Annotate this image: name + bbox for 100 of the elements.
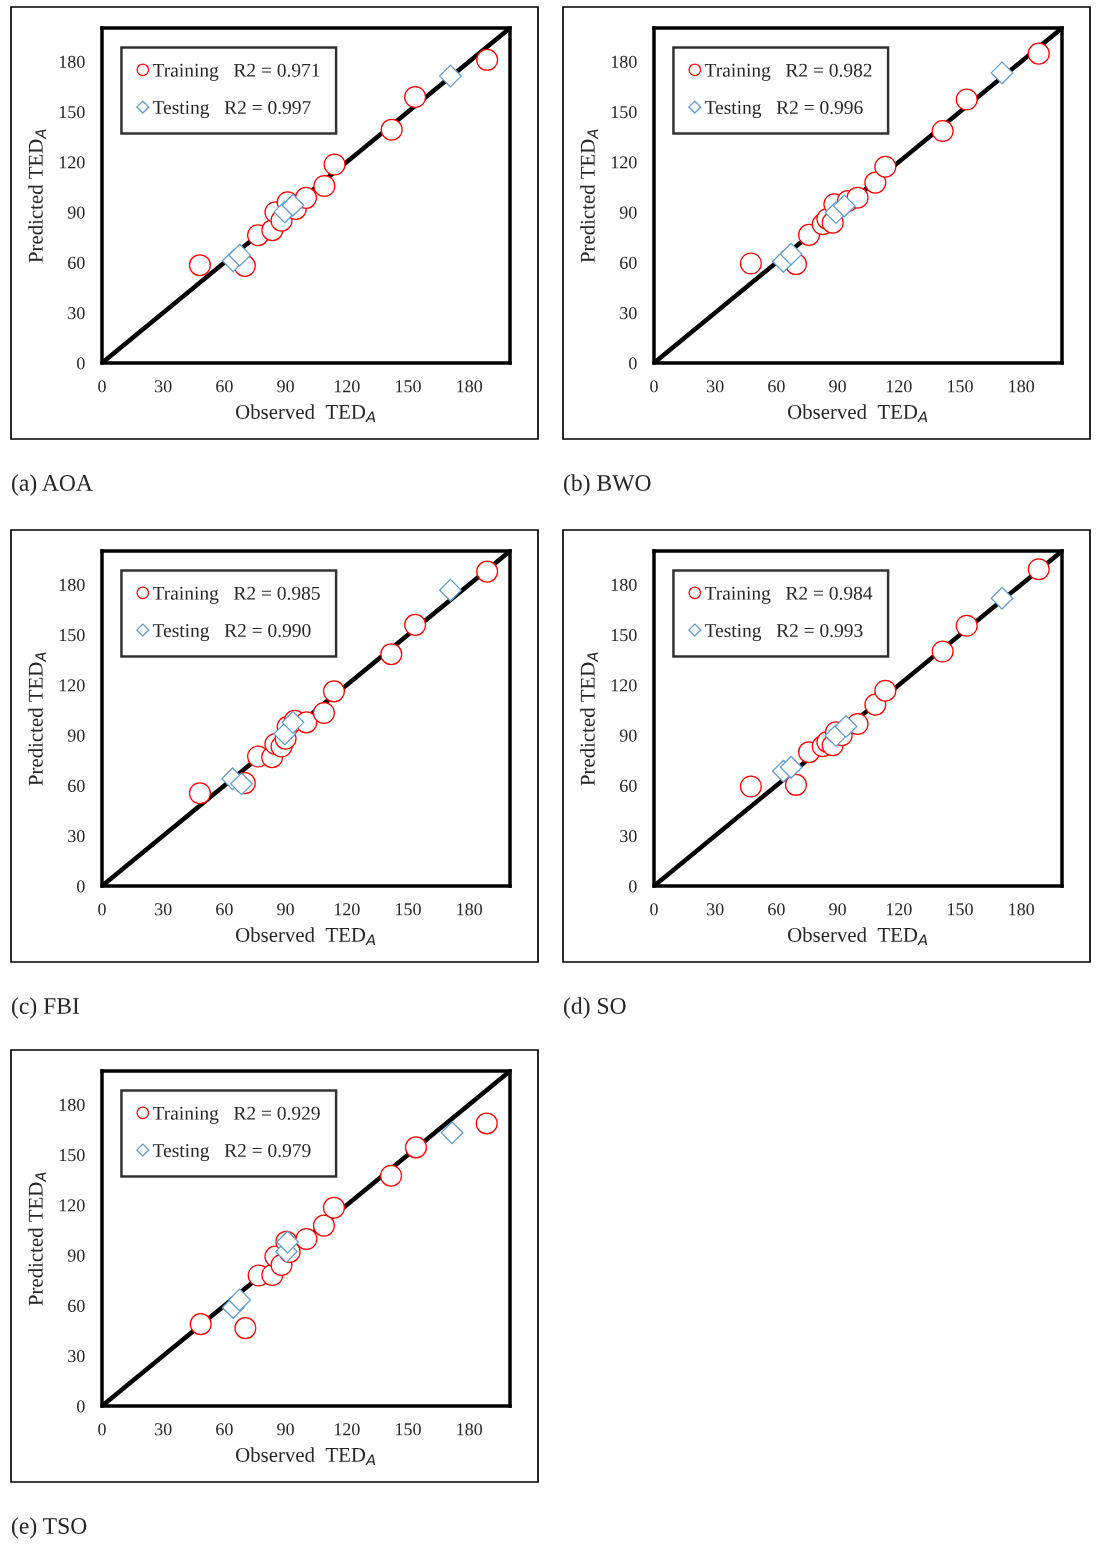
point — [832, 194, 856, 218]
y-tick-label: 30 — [620, 830, 637, 843]
x-tick-label: 150 — [948, 380, 973, 393]
y-tick-label: 90 — [619, 206, 637, 219]
point — [322, 680, 345, 703]
text: (b) BWO — [564, 474, 651, 496]
point — [1027, 558, 1050, 581]
y-tick-label: 150 — [611, 629, 637, 642]
point — [955, 614, 978, 637]
legend-label: Training R2 = 0.971 — [152, 63, 320, 81]
x-tick-label: 90 — [829, 380, 846, 393]
y-tick-label: 90 — [67, 729, 85, 742]
point — [440, 1121, 464, 1145]
point — [476, 48, 499, 71]
x-tick-label: 0 — [650, 380, 658, 393]
text: (c) FBI — [12, 997, 80, 1019]
legend-label: Testing R2 = 0.996 — [704, 100, 863, 119]
point — [739, 775, 762, 798]
x-tick-label: 30 — [707, 903, 724, 916]
y-tick-label: 60 — [620, 256, 637, 269]
point — [874, 679, 897, 702]
x-tick-label: 0 — [650, 903, 658, 916]
text: (d) SO — [564, 997, 626, 1019]
y-tick-label: 150 — [59, 1149, 85, 1162]
point — [476, 560, 499, 583]
point — [990, 61, 1014, 85]
x-axis-title: Observed TED$_{A}$ — [236, 1447, 376, 1466]
y-tick-label: 180 — [611, 55, 637, 68]
point — [404, 613, 427, 636]
x-axis-title: Observed TED$_{A}$ — [788, 927, 928, 946]
x-tick-label: 0 — [98, 903, 106, 916]
point — [404, 85, 427, 109]
point — [931, 119, 954, 143]
y-tick-label: 180 — [59, 578, 85, 591]
legend-label: Training R2 = 0.984 — [704, 586, 873, 604]
point — [779, 242, 803, 266]
point — [779, 755, 803, 779]
y-tick-label: 60 — [68, 1299, 85, 1312]
x-tick-label: 150 — [396, 380, 421, 393]
y-tick-label: 30 — [68, 1350, 85, 1363]
x-tick-label: 180 — [1009, 380, 1035, 393]
y-tick-label: 0 — [628, 357, 637, 370]
x-tick-label: 90 — [277, 380, 294, 393]
point — [439, 578, 462, 602]
x-tick-label: 150 — [948, 903, 973, 916]
point — [188, 254, 211, 277]
x-tick-label: 0 — [98, 380, 106, 393]
x-tick-label: 30 — [155, 380, 172, 393]
point — [189, 1313, 212, 1336]
point — [228, 243, 252, 267]
y-tick-label: 120 — [59, 1199, 85, 1212]
y-tick-label: 120 — [611, 156, 637, 169]
point — [322, 1196, 345, 1219]
legend-label: Testing R2 = 0.979 — [152, 1143, 311, 1162]
point — [404, 1136, 427, 1159]
point — [475, 1112, 498, 1135]
x-axis-title: Observed TED$_{A}$ — [788, 404, 928, 423]
x-tick-label: 90 — [829, 903, 846, 916]
x-tick-label: 120 — [334, 380, 360, 393]
point — [955, 88, 978, 111]
x-tick-label: 0 — [98, 1423, 106, 1436]
point — [313, 174, 336, 197]
point — [380, 118, 403, 141]
x-tick-label: 180 — [1009, 903, 1035, 916]
x-tick-label: 120 — [334, 1423, 360, 1436]
point — [312, 1214, 335, 1237]
x-tick-label: 90 — [277, 1423, 294, 1436]
y-tick-label: 60 — [68, 256, 85, 269]
x-tick-label: 150 — [396, 1423, 421, 1436]
x-tick-label: 30 — [707, 380, 724, 393]
x-tick-label: 180 — [457, 1423, 483, 1436]
y-tick-label: 150 — [59, 629, 85, 642]
x-axis-title: Observed TED$_{A}$ — [236, 927, 376, 946]
y-tick-label: 0 — [76, 357, 85, 370]
text: (e) TSO — [12, 1517, 87, 1539]
point — [295, 1227, 318, 1251]
y-tick-label: 30 — [68, 307, 85, 320]
point — [1027, 42, 1050, 65]
y-axis-title: Predicted TED$_{A}$ — [580, 129, 598, 263]
y-tick-label: 0 — [76, 1400, 85, 1413]
y-axis-title: Predicted TED$_{A}$ — [28, 1172, 46, 1306]
y-tick-label: 90 — [67, 1249, 85, 1262]
point — [380, 643, 403, 666]
point — [439, 64, 462, 88]
y-tick-label: 180 — [611, 578, 637, 591]
point — [874, 155, 897, 178]
x-tick-label: 120 — [886, 903, 912, 916]
x-tick-label: 120 — [334, 903, 360, 916]
point — [188, 782, 211, 805]
y-tick-label: 0 — [76, 880, 85, 893]
point — [864, 171, 887, 194]
point — [312, 701, 335, 725]
point — [323, 153, 346, 176]
y-tick-label: 180 — [59, 55, 85, 68]
legend-label: Training R2 = 0.982 — [704, 63, 872, 81]
y-tick-label: 120 — [59, 156, 85, 169]
y-tick-label: 90 — [619, 729, 637, 742]
legend-label: Testing R2 = 0.997 — [152, 100, 311, 119]
x-tick-label: 90 — [277, 903, 294, 916]
x-tick-label: 180 — [457, 903, 483, 916]
